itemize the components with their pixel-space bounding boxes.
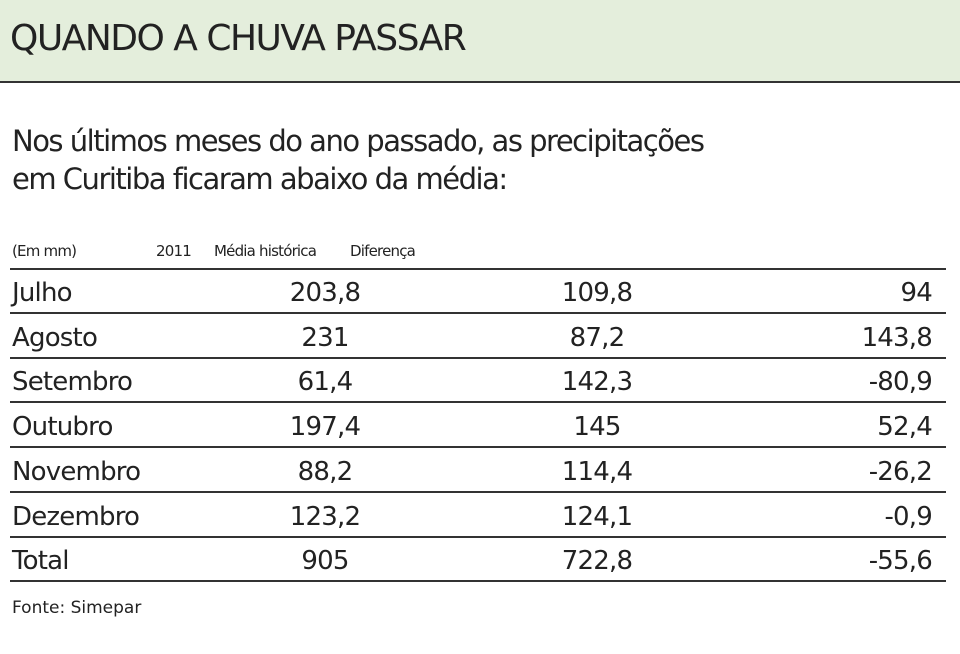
cell-value: 231 <box>301 322 349 353</box>
row-rule <box>10 490 946 493</box>
cell-value: -0,9 <box>884 501 932 532</box>
cell-value: 88,2 <box>297 456 354 487</box>
row-label: Novembro <box>12 456 141 487</box>
cell-value: 143,8 <box>861 322 933 353</box>
cell-value: 197,4 <box>289 412 361 443</box>
row-rule <box>10 268 946 270</box>
cell-value: 94 <box>900 278 933 308</box>
column-header: Diferença <box>350 242 416 260</box>
cell-value: -55,6 <box>868 546 933 577</box>
column-header: (Em mm) <box>12 242 77 260</box>
cell-value: 203,8 <box>289 278 361 308</box>
row-label: Setembro <box>12 367 133 398</box>
row-label: Total <box>12 546 70 577</box>
row-label: Agosto <box>12 322 98 353</box>
cell-value: 114,4 <box>561 456 633 487</box>
cell-value: 87,2 <box>569 322 626 353</box>
cell-value: 905 <box>301 546 349 577</box>
column-header: 2011 <box>156 242 192 260</box>
cell-value: 61,4 <box>297 367 354 398</box>
row-rule <box>10 580 946 583</box>
cell-value: 145 <box>573 412 621 443</box>
cell-value: -26,2 <box>868 456 933 487</box>
row-rule <box>10 446 946 449</box>
cell-value: -80,9 <box>868 367 933 398</box>
subtitle: Nos últimos meses do ano passado, as pre… <box>12 124 705 158</box>
column-header: Média histórica <box>214 242 317 260</box>
cell-value: 52,4 <box>877 412 933 443</box>
row-label: Julho <box>12 278 73 308</box>
row-rule <box>10 401 946 404</box>
row-rule <box>10 356 946 359</box>
title: QUANDO A CHUVA PASSAR <box>10 18 467 59</box>
cell-value: 142,3 <box>561 367 633 398</box>
row-rule <box>10 535 946 538</box>
row-label: Dezembro <box>12 501 140 532</box>
row-label: Outubro <box>12 412 113 443</box>
source: Fonte: Simepar <box>12 598 142 618</box>
cell-value: 722,8 <box>561 546 633 577</box>
cell-value: 123,2 <box>289 501 361 532</box>
row-rule <box>10 312 946 314</box>
header-band <box>0 0 960 83</box>
cell-value: 124,1 <box>561 501 633 532</box>
cell-value: 109,8 <box>561 278 633 308</box>
subtitle: em Curitiba ficaram abaixo da média: <box>12 162 508 196</box>
